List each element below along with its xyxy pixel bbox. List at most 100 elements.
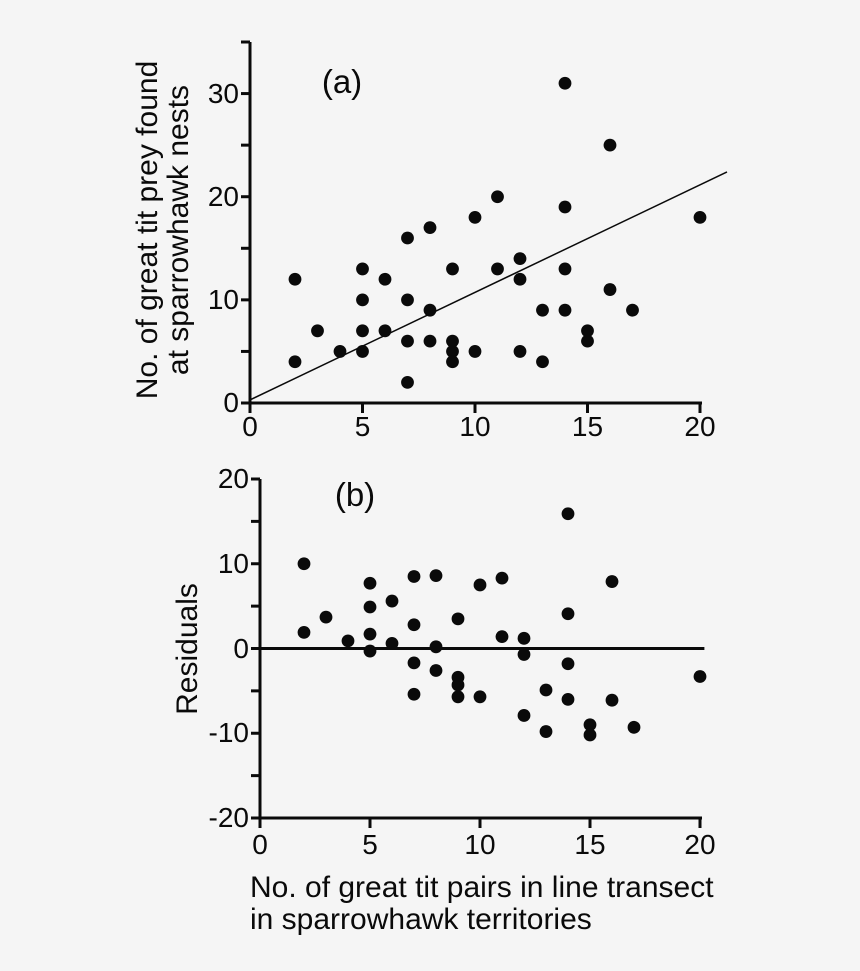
data-point [536, 303, 549, 317]
x-tick-label: 5 [362, 829, 378, 860]
data-point [581, 324, 594, 338]
data-point [558, 76, 572, 90]
data-point [385, 637, 399, 650]
data-point [363, 627, 377, 641]
data-point [513, 345, 527, 358]
data-point [363, 576, 377, 590]
data-point [311, 324, 324, 338]
data-point [297, 557, 311, 571]
data-point [605, 575, 619, 588]
data-point [429, 569, 443, 583]
data-point [423, 334, 437, 348]
data-point [491, 190, 504, 204]
data-point [468, 210, 482, 224]
data-point [605, 693, 619, 707]
y-tick-label: 20 [217, 463, 249, 494]
data-point [356, 293, 369, 307]
data-point [561, 657, 575, 671]
x-tick-label: 20 [684, 411, 716, 442]
data-point [319, 610, 333, 624]
y-tick-label: 20 [207, 180, 239, 212]
data-point [491, 262, 504, 276]
panel-b-label: (b) [334, 476, 376, 513]
data-point [558, 200, 572, 214]
data-point [333, 345, 347, 358]
x-tick-label: 15 [571, 411, 604, 442]
data-point [517, 648, 531, 661]
data-point [423, 303, 437, 317]
data-point [356, 324, 369, 338]
data-point [627, 720, 641, 734]
data-point [561, 507, 575, 521]
data-point [451, 612, 465, 626]
y-tick-label: -20 [208, 802, 249, 833]
x-axis-title-line2: in sparrowhawk territories [250, 903, 592, 936]
x-axis-title: No. of great tit pairs in line transect … [250, 872, 714, 936]
data-point [401, 293, 414, 307]
data-point [401, 334, 414, 348]
data-point [451, 690, 465, 704]
y-tick-label: 10 [207, 283, 239, 315]
data-point [401, 375, 414, 389]
data-point [495, 571, 509, 585]
data-point [473, 578, 487, 592]
data-point [603, 283, 617, 296]
data-point [513, 252, 527, 265]
data-point [561, 607, 575, 621]
data-point [558, 262, 572, 276]
data-point [407, 656, 421, 670]
data-point [539, 725, 553, 738]
data-point [536, 355, 549, 369]
x-tick-label: 5 [354, 411, 371, 442]
panel-a-y-axis-label-line1: No. of great tit prey found [131, 60, 164, 400]
data-point [473, 690, 487, 704]
x-tick-label: 15 [574, 829, 606, 860]
data-point [401, 231, 414, 245]
data-point [446, 334, 459, 348]
data-point [513, 272, 527, 286]
data-point [385, 594, 399, 608]
data-point [581, 334, 594, 348]
data-point [583, 718, 597, 732]
data-point [341, 634, 355, 648]
regression-line [249, 171, 728, 401]
panel-b [251, 477, 707, 828]
data-point [429, 640, 443, 654]
x-tick-label: 0 [252, 829, 268, 860]
data-point [363, 600, 377, 614]
panel-a [241, 40, 728, 413]
data-point [378, 272, 392, 286]
y-tick-label: 10 [217, 547, 249, 579]
data-point [583, 728, 597, 742]
data-point [693, 210, 707, 224]
data-point [429, 664, 443, 677]
data-point [539, 683, 553, 697]
data-point [407, 618, 421, 632]
x-axis-title-line1: No. of great tit pairs in line transect [250, 871, 714, 904]
data-point [407, 687, 421, 701]
data-point [517, 709, 531, 722]
data-point [288, 272, 302, 286]
data-point [446, 345, 459, 358]
data-point [288, 355, 302, 369]
x-tick-label: 20 [684, 829, 716, 860]
data-point [378, 324, 392, 338]
data-point [626, 303, 639, 317]
panel-a-label: (a) [321, 63, 363, 100]
data-point [603, 138, 617, 152]
x-tick-label: 10 [459, 411, 491, 442]
x-tick-label: 10 [464, 829, 496, 860]
y-tick-label: 30 [207, 77, 239, 109]
data-point [423, 221, 437, 235]
data-point [356, 345, 369, 358]
data-point [495, 630, 509, 644]
data-point [407, 570, 421, 583]
data-point [468, 345, 482, 358]
data-point [693, 670, 707, 683]
data-point [558, 303, 572, 317]
data-point [446, 355, 459, 369]
y-tick-label: -10 [208, 717, 249, 749]
data-point [517, 631, 531, 645]
